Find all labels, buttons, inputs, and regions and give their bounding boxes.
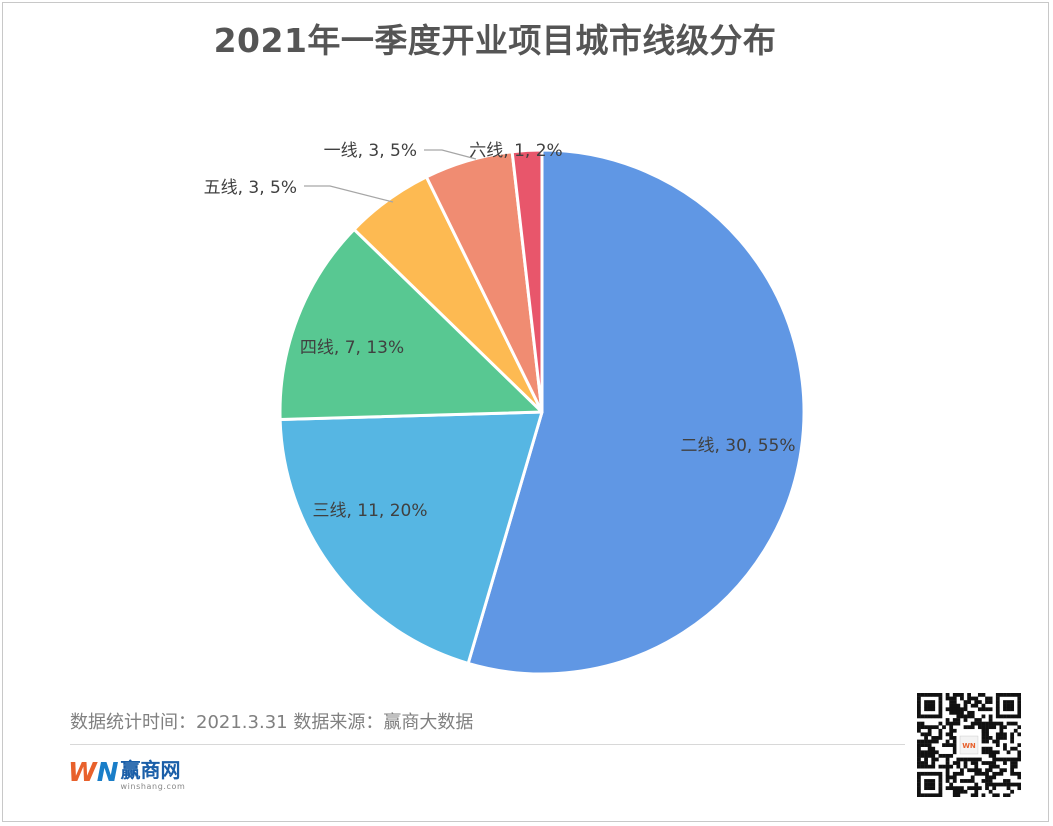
pie-slice-6 xyxy=(510,148,544,414)
leader-line-5 xyxy=(424,149,477,160)
svg-text:WN: WN xyxy=(962,742,976,750)
pie-slice-1 xyxy=(466,148,806,676)
winshang-logo: WN 赢商网 winshang.com xyxy=(68,758,185,798)
logo-mark: WN xyxy=(68,758,119,788)
data-label-1: 二线, 30, 55% xyxy=(680,436,795,456)
data-label-5: 一线, 3, 5% xyxy=(324,141,417,161)
logo-text: 赢商网 winshang.com xyxy=(120,758,185,792)
logo-domain: winshang.com xyxy=(120,782,186,791)
pie-leader-lines xyxy=(304,149,477,203)
chart-title: 2021年一季度开业项目城市线级分布 xyxy=(213,21,777,60)
pie-slice-3 xyxy=(278,227,544,421)
pie-slice-2 xyxy=(278,410,544,665)
footer-source-note: 数据统计时间：2021.3.31 数据来源：赢商大数据 xyxy=(70,712,474,733)
data-label-2: 三线, 11, 20% xyxy=(312,501,427,521)
data-label-6: 六线, 1, 2% xyxy=(469,141,562,161)
data-label-4: 五线, 3, 5% xyxy=(204,178,297,198)
logo-name: 赢商网 xyxy=(120,758,181,782)
footer-divider xyxy=(70,744,905,745)
pie-slices xyxy=(278,148,806,676)
data-label-3: 四线, 7, 13% xyxy=(300,338,404,358)
leader-line-4 xyxy=(304,185,394,203)
pie-data-labels: 二线, 30, 55% 三线, 11, 20% 四线, 7, 13% 五线, 3, 5… xyxy=(204,141,796,521)
pie-chart: 二线, 30, 55% 三线, 11, 20% 四线, 7, 13% 五线, 3, 5… xyxy=(204,141,806,676)
qr-code-icon: WN xyxy=(917,693,1021,797)
